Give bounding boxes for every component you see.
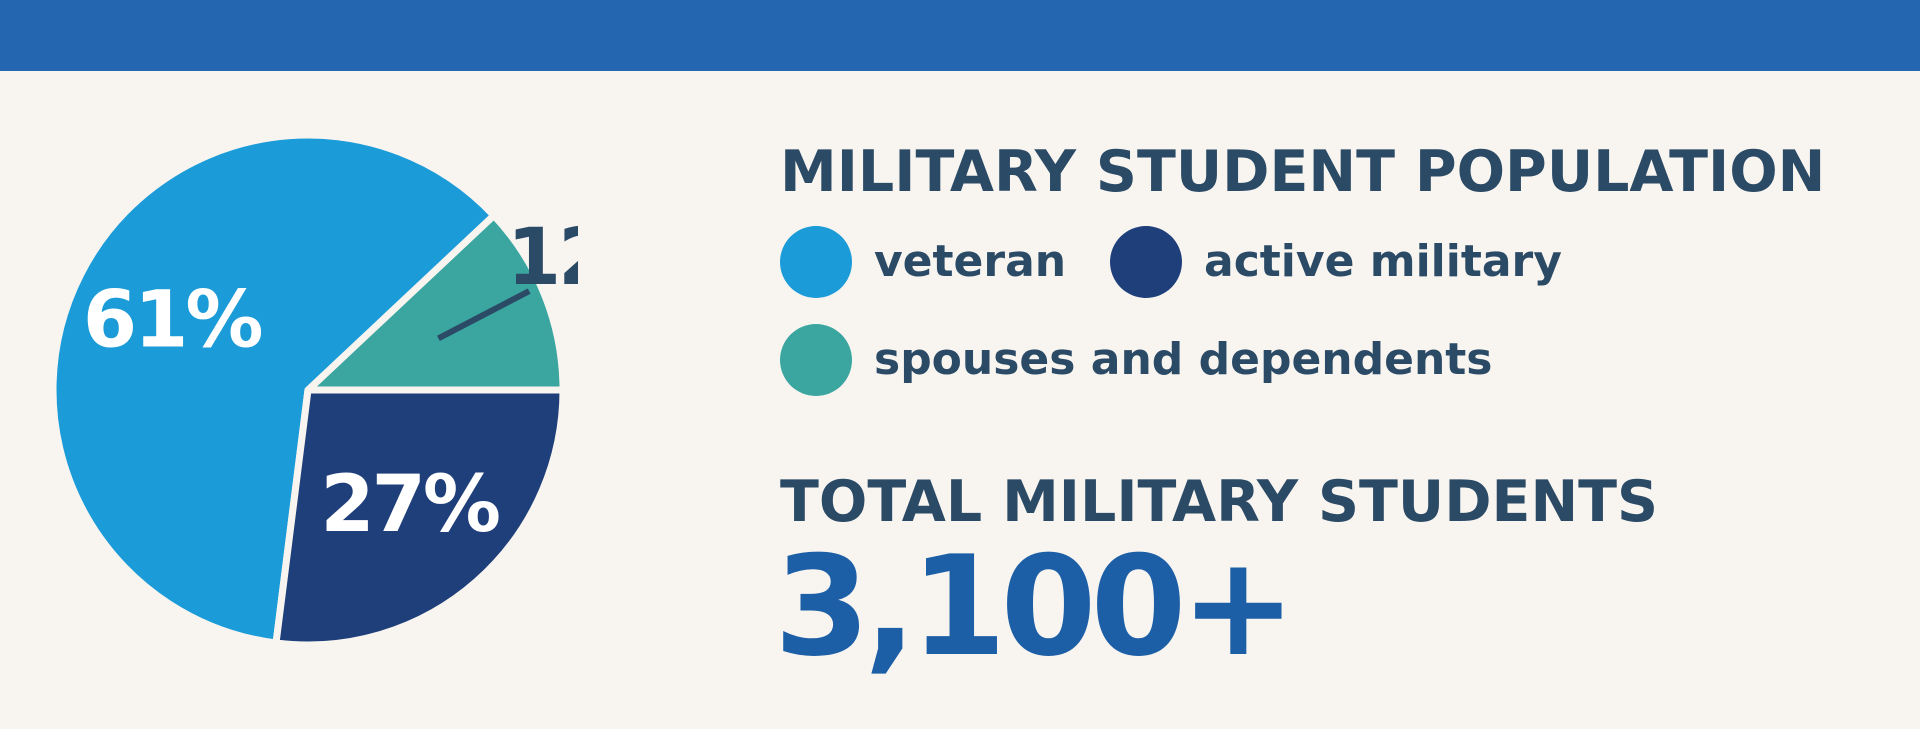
- pie-chart: 12% 61% 27%: [48, 128, 578, 658]
- pie-leader-line-spouses-and-dependents: [437, 288, 531, 342]
- veteran-circle-icon: [780, 226, 852, 298]
- chart-title: MILITARY STUDENT POPULATION: [780, 139, 1826, 205]
- active-military-circle-icon: [1110, 226, 1182, 298]
- pie-value-label-veteran: 61%: [83, 276, 262, 366]
- legend: veteran active military spouses and depe…: [780, 226, 1900, 426]
- pie-slice-active-military: [272, 386, 567, 649]
- pie-slice-veteran: [49, 131, 498, 647]
- pie-slice-spouses-and-dependents: [304, 211, 567, 394]
- pie-value-label-active-military: 27%: [320, 460, 499, 550]
- top-banner-bar: [0, 0, 1920, 71]
- pie-chart-svg: 12% 61% 27%: [49, 131, 578, 649]
- legend-label-active-military: active military: [1204, 236, 1562, 287]
- info-panel: MILITARY STUDENT POPULATION veteran acti…: [774, 139, 1900, 682]
- pie-value-labels: 12% 61% 27%: [83, 213, 578, 550]
- legend-item-spouses-and-dependents: spouses and dependents: [780, 324, 1493, 396]
- pie-value-label-spouses-and-dependents: 12%: [507, 213, 578, 303]
- total-students-label: TOTAL MILITARY STUDENTS: [780, 469, 1659, 535]
- pie-slices: [49, 131, 567, 649]
- legend-label-spouses-and-dependents: spouses and dependents: [874, 334, 1493, 385]
- legend-item-veteran: veteran: [780, 226, 1066, 298]
- spouses-circle-icon: [780, 324, 852, 396]
- legend-label-veteran: veteran: [874, 236, 1067, 287]
- legend-item-active-military: active military: [1110, 226, 1562, 298]
- total-students-value: 3,100+: [774, 526, 1296, 687]
